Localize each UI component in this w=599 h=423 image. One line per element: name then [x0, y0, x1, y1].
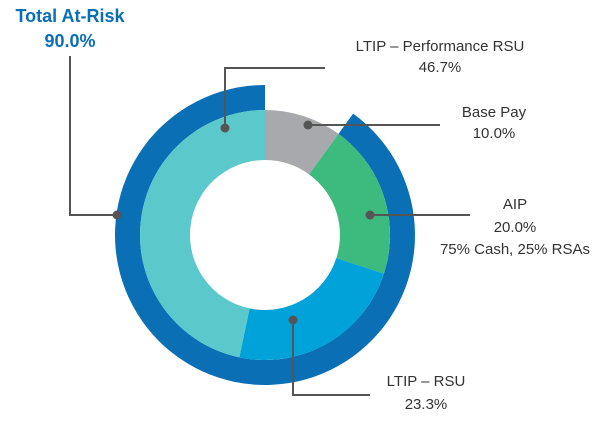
- leader-dot: [303, 120, 313, 130]
- total-name: Total At-Risk: [15, 6, 125, 26]
- leader-dot: [288, 315, 298, 325]
- donut-segment: [265, 110, 339, 175]
- value-label: 10.0%: [473, 125, 516, 142]
- category-label: LTIP – Performance RSU: [356, 38, 525, 55]
- category-label: AIP: [503, 196, 527, 213]
- donut-segment: [309, 133, 390, 274]
- donut-segment: [140, 110, 265, 358]
- donut-segment: [239, 258, 384, 360]
- leader-line: [292, 320, 370, 396]
- annotation: 75% Cash, 25% RSAs: [440, 241, 590, 258]
- value-label: 23.3%: [405, 396, 448, 413]
- value-label: 46.7%: [419, 59, 462, 76]
- total-value-label: 90.0%: [44, 31, 95, 51]
- value-label: 20.0%: [494, 219, 537, 236]
- leader-dot: [112, 210, 122, 220]
- category-label: Base Pay: [462, 104, 527, 121]
- leader-line: [224, 67, 325, 128]
- leader-dot: [365, 210, 375, 220]
- category-label: LTIP – RSU: [387, 373, 466, 390]
- leader-dot: [220, 123, 230, 133]
- leader-line: [69, 56, 117, 216]
